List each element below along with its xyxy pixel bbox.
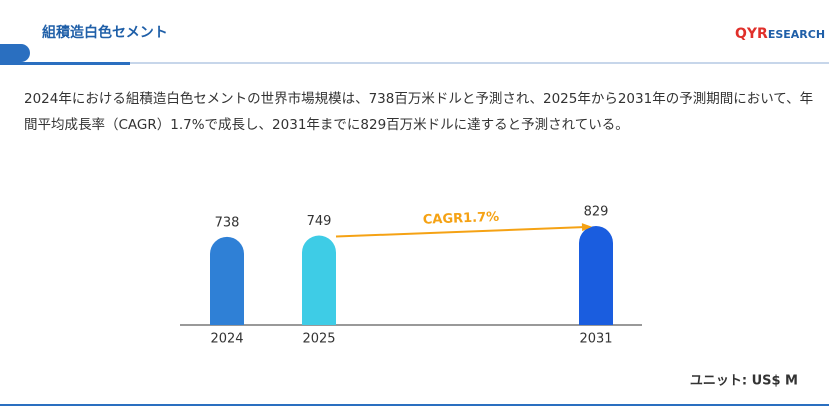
logo: QYRESEARCH [735,26,825,42]
page-title: 組積造白色セメント [42,25,168,41]
value-label: 738 [215,215,240,230]
bar [579,226,613,325]
logo-mark: QYR [735,26,768,42]
x-tick-label: 2031 [579,332,612,347]
bar [302,235,336,325]
header-accent [0,62,130,65]
cagr-arrow [335,226,587,238]
bar [210,236,244,325]
header-line [0,62,829,64]
value-label: 749 [307,214,332,229]
x-tick-label: 2024 [210,332,243,347]
description: 2024年における組積造白色セメントの世界市場規模は、738百万米ドルと予測され… [24,91,814,133]
footer-line [0,404,829,406]
logo-text: ESEARCH [767,28,826,41]
cagr-arrowhead [581,223,592,232]
cagr-label: CAGR1.7% [423,210,500,228]
value-label: 829 [584,205,609,220]
unit-label: ユニット: US$ M [690,374,798,389]
x-tick-label: 2025 [302,332,335,347]
header-tab [0,44,30,62]
